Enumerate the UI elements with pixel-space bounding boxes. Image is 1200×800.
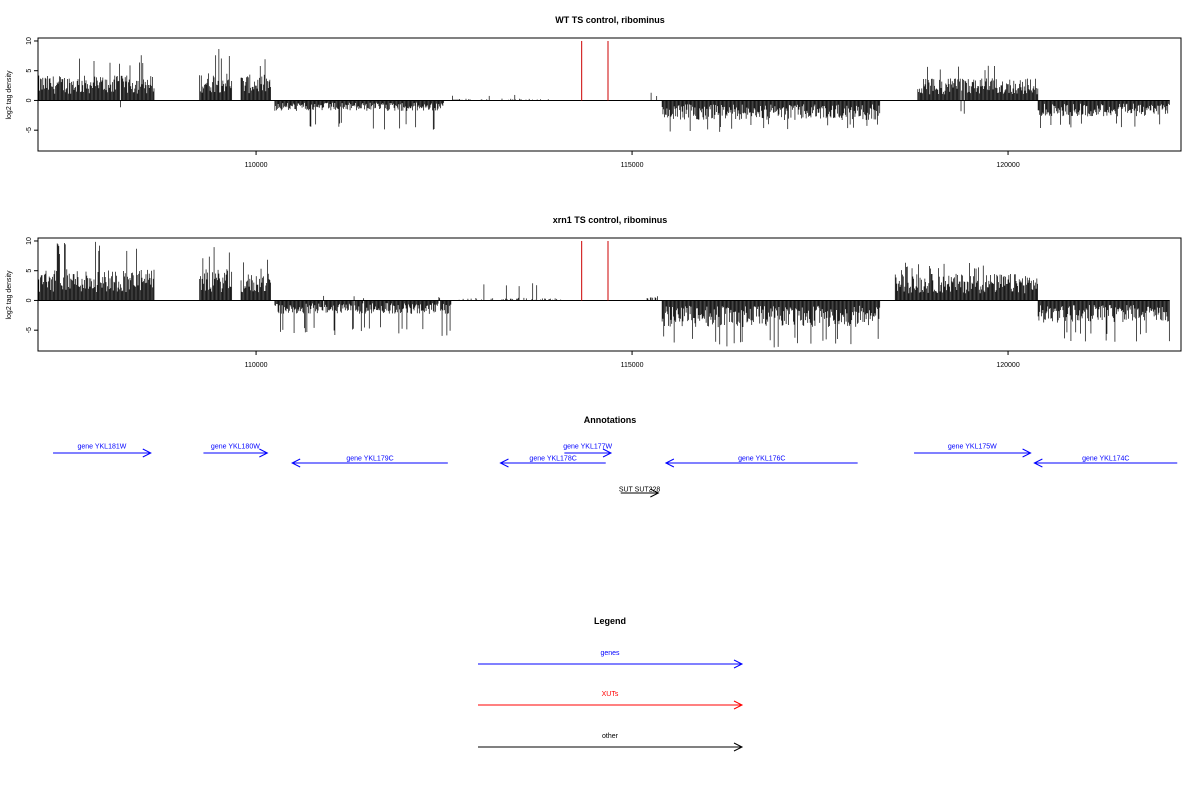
feature-arrowhead xyxy=(291,458,301,468)
legend-label: other xyxy=(602,733,619,740)
x-tick-label: 115000 xyxy=(621,162,644,169)
feature-arrowhead xyxy=(259,448,269,458)
y-tick-label: -5 xyxy=(26,327,33,333)
y-tick-label: 0 xyxy=(26,298,33,302)
feature-label: gene YKL179C xyxy=(346,456,393,463)
feature-gene-ykl174c: gene YKL174C xyxy=(1033,456,1178,468)
feature-gene-ykl179c: gene YKL179C xyxy=(291,456,448,468)
x-tick-label: 120000 xyxy=(996,162,1019,169)
legend-label: genes xyxy=(600,650,620,657)
coverage-segment xyxy=(452,94,549,101)
feature-label: gene YKL175W xyxy=(948,444,997,451)
annotations-title: Annotations xyxy=(584,415,637,425)
coverage-segment xyxy=(917,65,1039,114)
feature-gene-ykl176c: gene YKL176C xyxy=(664,456,858,468)
legend-arrowhead xyxy=(733,700,744,710)
feature-label: gene YKL181W xyxy=(77,444,126,451)
feature-sut-sut228: SUT SUT228 xyxy=(619,487,661,498)
y-tick-label: 10 xyxy=(26,37,33,45)
coverage-segment xyxy=(274,100,445,130)
annotations-panel: Annotations gene YKL181W gene YKL180W gene… xyxy=(53,415,1178,498)
xrn1-track-panel: xrn1 TS control, ribominus log2 tag dens… xyxy=(6,215,1182,369)
legend-item-genes: genes xyxy=(478,650,744,669)
coverage-segment xyxy=(37,241,155,301)
feature-label: gene YKL180W xyxy=(211,444,260,451)
legend-item-xuts: XUTs xyxy=(478,691,744,710)
feature-arrowhead xyxy=(664,458,675,468)
coverage-segment xyxy=(274,295,452,336)
coverage-segment xyxy=(37,55,155,108)
feature-gene-ykl178c: gene YKL178C xyxy=(499,456,606,468)
feature-gene-ykl181w: gene YKL181W xyxy=(53,444,152,458)
x-tick-label: 110000 xyxy=(245,362,268,369)
feature-arrowhead xyxy=(650,488,660,498)
feature-arrowhead xyxy=(142,448,152,458)
feature-label: gene YKL177W xyxy=(563,444,612,451)
coverage-segment xyxy=(646,296,658,301)
feature-arrowhead xyxy=(1033,458,1043,468)
x-tick-label: 115000 xyxy=(621,362,644,369)
coverage-segment xyxy=(199,49,233,101)
legend-title: Legend xyxy=(594,616,626,626)
coverage-segment xyxy=(1037,300,1170,342)
feature-arrowhead xyxy=(1022,448,1032,458)
wt-track-panel: WT TS control, ribominus log2 tag densit… xyxy=(6,15,1182,169)
y-tick-label: 10 xyxy=(26,237,33,245)
coverage-segment xyxy=(1037,100,1170,129)
coverage-segment xyxy=(240,59,271,101)
wt-y-axis-label: log2 tag density xyxy=(6,70,13,120)
feature-label: gene YKL176C xyxy=(738,456,785,463)
feature-gene-ykl175w: gene YKL175W xyxy=(914,444,1032,458)
coverage-segment xyxy=(661,300,881,348)
xrn1-y-axis-label: log2 tag density xyxy=(6,270,13,320)
wt-track-title: WT TS control, ribominus xyxy=(555,15,665,25)
feature-gene-ykl177w: gene YKL177W xyxy=(563,444,613,458)
y-tick-label: 0 xyxy=(26,98,33,102)
legend-item-other: other xyxy=(478,733,744,752)
legend-panel: Legend genes XUTs other xyxy=(478,616,744,752)
coverage-segment xyxy=(458,283,562,301)
x-tick-label: 110000 xyxy=(245,162,268,169)
feature-arrowhead xyxy=(602,448,613,458)
y-tick-label: 5 xyxy=(26,269,33,273)
coverage-segment xyxy=(240,259,271,301)
coverage-segment xyxy=(199,247,233,301)
legend-label: XUTs xyxy=(602,691,619,698)
coverage-segment xyxy=(894,262,1039,301)
coverage-segment xyxy=(650,92,658,101)
feature-arrowhead xyxy=(499,458,509,468)
feature-label: gene YKL178C xyxy=(529,456,576,463)
xrn1-track-title: xrn1 TS control, ribominus xyxy=(553,215,668,225)
x-tick-label: 120000 xyxy=(996,362,1019,369)
coverage-segment xyxy=(661,100,881,132)
feature-gene-ykl180w: gene YKL180W xyxy=(203,444,269,458)
y-tick-label: -5 xyxy=(26,127,33,133)
legend-arrowhead xyxy=(733,659,744,669)
y-tick-label: 5 xyxy=(26,69,33,73)
feature-label: gene YKL174C xyxy=(1082,456,1129,463)
feature-label: SUT SUT228 xyxy=(619,487,661,494)
legend-arrowhead xyxy=(733,742,744,752)
